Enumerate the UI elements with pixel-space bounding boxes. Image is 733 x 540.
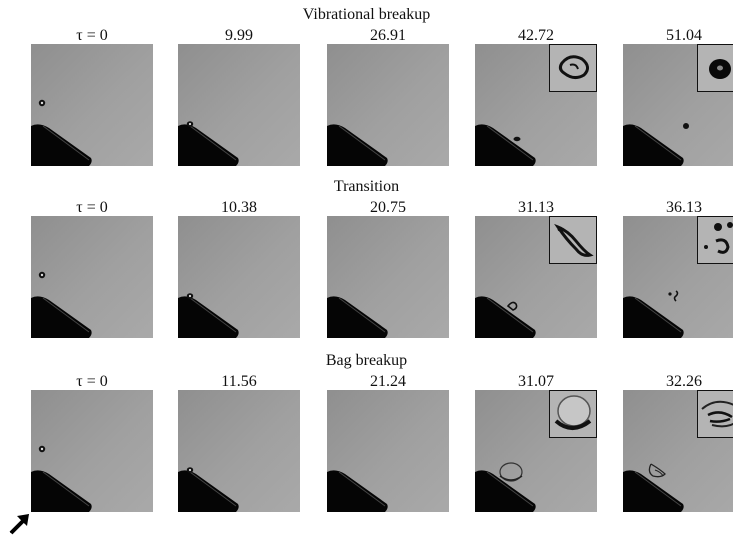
nozzle-silhouette xyxy=(623,470,684,512)
nozzle-silhouette xyxy=(31,470,92,512)
video-frame xyxy=(475,216,597,338)
video-frame xyxy=(623,216,733,338)
frame-time-label: 51.04 xyxy=(666,27,702,44)
frame-time-label: 21.24 xyxy=(370,373,406,390)
video-frame xyxy=(178,44,300,166)
frame-time-label: 20.75 xyxy=(370,199,406,216)
frame-time-label: 26.91 xyxy=(370,27,406,44)
zoom-inset xyxy=(697,44,733,92)
video-frame xyxy=(178,216,300,338)
nozzle-silhouette xyxy=(178,296,239,338)
flow-direction-arrow-icon xyxy=(8,513,30,535)
droplet-stretched xyxy=(506,301,518,311)
zoom-inset xyxy=(549,216,597,264)
droplet-sphere-small xyxy=(186,121,194,127)
video-frame xyxy=(475,44,597,166)
nozzle-silhouette xyxy=(327,124,388,166)
nozzle-silhouette xyxy=(475,470,536,512)
droplet-sphere xyxy=(38,99,46,107)
nozzle-silhouette xyxy=(178,470,239,512)
droplet-sphere xyxy=(38,445,46,453)
frame-time-label: 31.07 xyxy=(518,373,554,390)
frame-time-label: 10.38 xyxy=(221,199,257,216)
droplet-burst xyxy=(648,463,666,478)
video-frame xyxy=(623,390,733,512)
droplet-bag xyxy=(499,462,523,482)
nozzle-silhouette xyxy=(327,296,388,338)
video-frame xyxy=(327,216,449,338)
video-frame xyxy=(31,390,153,512)
droplet-blob xyxy=(683,123,689,129)
nozzle-silhouette xyxy=(31,124,92,166)
frame-time-label: τ = 0 xyxy=(76,27,108,44)
zoom-inset xyxy=(549,44,597,92)
droplet-fragments xyxy=(668,290,679,302)
row-title-2: Transition xyxy=(333,178,400,195)
video-frame xyxy=(327,390,449,512)
row-title-3: Bag breakup xyxy=(325,352,408,369)
frame-time-label: τ = 0 xyxy=(76,373,108,390)
row-title-1: Vibrational breakup xyxy=(302,6,431,23)
nozzle-silhouette xyxy=(623,124,684,166)
zoom-inset xyxy=(549,390,597,438)
video-frame xyxy=(31,216,153,338)
frame-time-label: 32.26 xyxy=(666,373,702,390)
nozzle-silhouette xyxy=(475,124,536,166)
zoom-inset xyxy=(697,216,733,264)
droplet-deformed xyxy=(513,136,521,142)
frame-time-label: 36.13 xyxy=(666,199,702,216)
video-frame xyxy=(327,44,449,166)
nozzle-silhouette xyxy=(178,124,239,166)
droplet-sphere-small xyxy=(186,293,194,299)
video-frame xyxy=(623,44,733,166)
video-frame xyxy=(178,390,300,512)
droplet-sphere-small xyxy=(186,467,194,473)
droplet-sphere xyxy=(38,271,46,279)
video-frame xyxy=(31,44,153,166)
frame-time-label: 42.72 xyxy=(518,27,554,44)
frame-time-label: 9.99 xyxy=(225,27,253,44)
nozzle-silhouette xyxy=(327,470,388,512)
nozzle-silhouette xyxy=(475,296,536,338)
nozzle-silhouette xyxy=(31,296,92,338)
frame-time-label: τ = 0 xyxy=(76,199,108,216)
frame-time-label: 31.13 xyxy=(518,199,554,216)
frame-time-label: 11.56 xyxy=(221,373,257,390)
video-frame xyxy=(475,390,597,512)
zoom-inset xyxy=(697,390,733,438)
nozzle-silhouette xyxy=(623,296,684,338)
